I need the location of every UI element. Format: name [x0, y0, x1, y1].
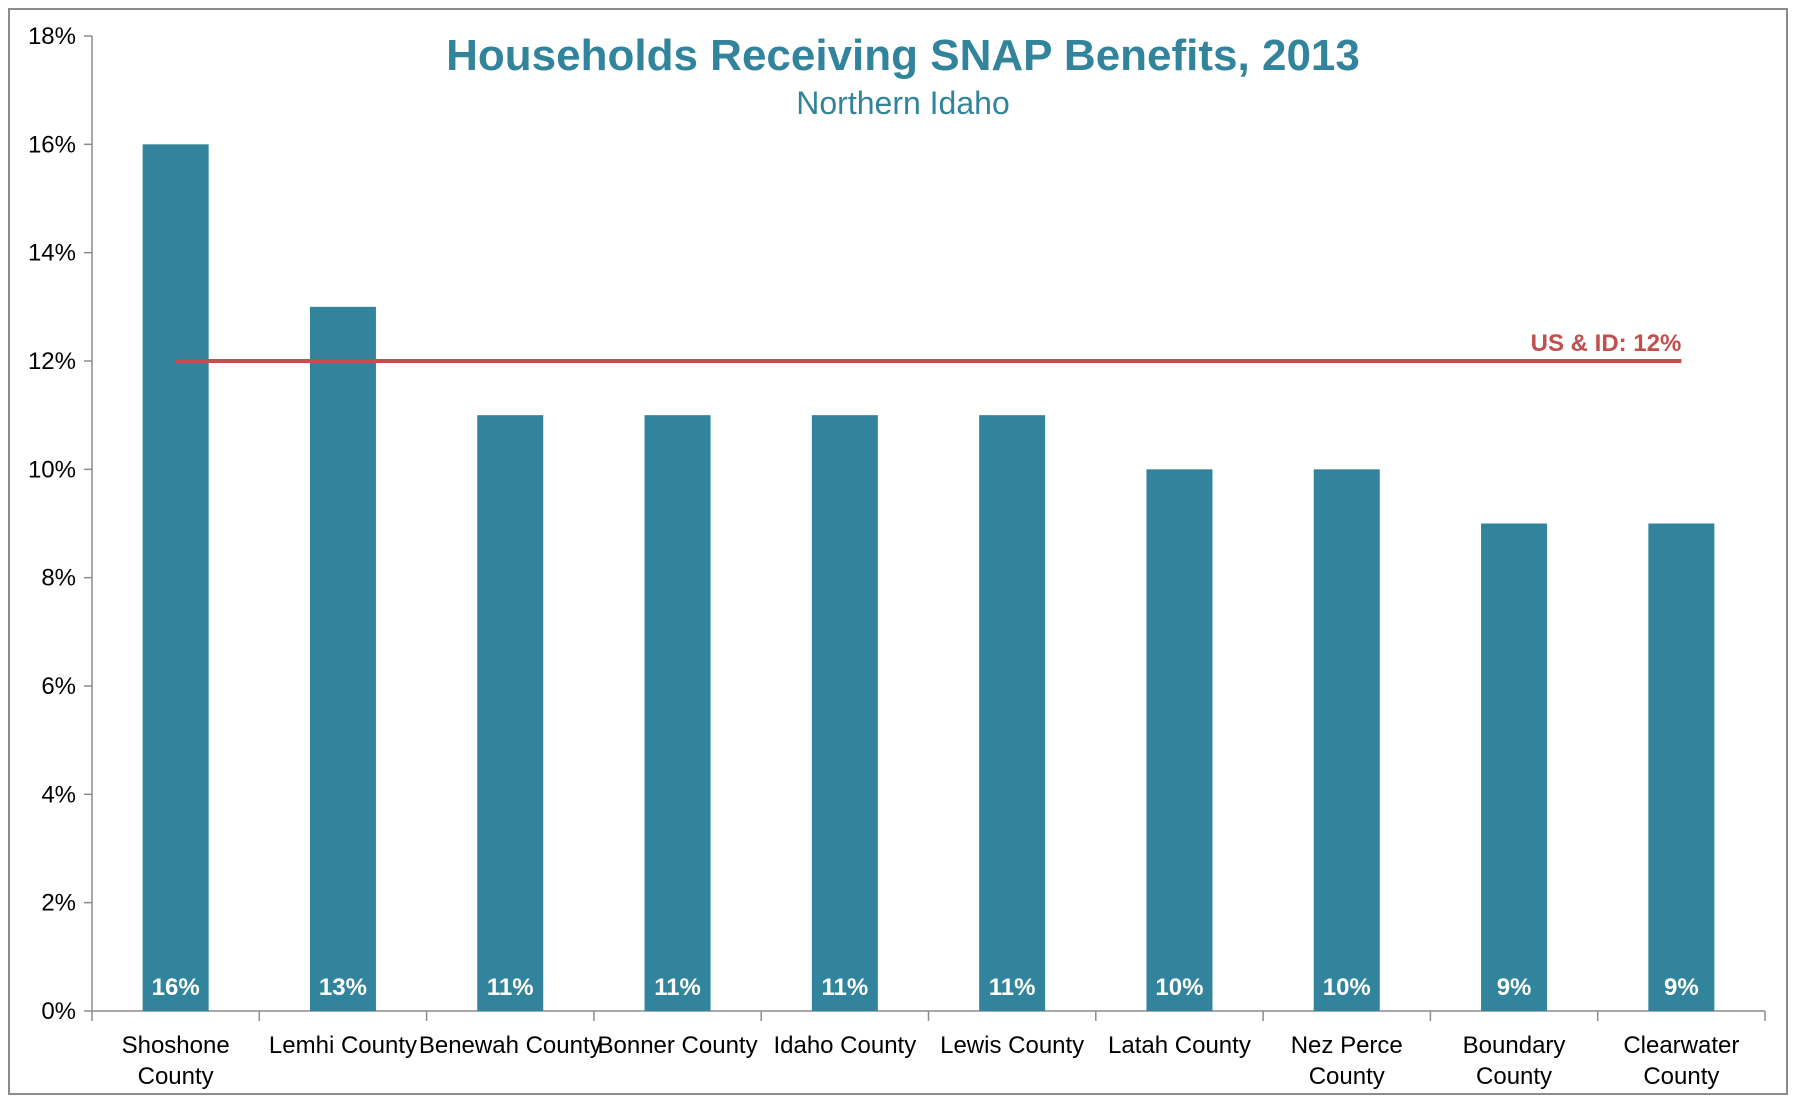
data-label: 11%	[821, 974, 868, 1001]
data-label: 10%	[1155, 974, 1203, 1001]
x-tick-label: Bonner County	[597, 1032, 757, 1059]
x-tick-label: County	[1476, 1063, 1552, 1090]
bar	[1648, 523, 1715, 1011]
data-label: 11%	[654, 974, 701, 1001]
data-label: 16%	[152, 974, 200, 1001]
x-tick-label: Idaho County	[773, 1032, 916, 1059]
bar	[644, 415, 711, 1012]
data-label: 10%	[1323, 974, 1371, 1001]
x-tick-label: County	[138, 1063, 214, 1090]
x-tick-label: Boundary	[1463, 1032, 1566, 1059]
bar	[1313, 469, 1380, 1011]
y-tick-label: 6%	[41, 673, 76, 700]
chart-subtitle: Northern Idaho	[796, 85, 1009, 121]
data-label: 11%	[487, 974, 534, 1001]
x-tick-label: Latah County	[1108, 1032, 1251, 1059]
data-label: 11%	[989, 974, 1036, 1001]
bar	[1481, 523, 1548, 1011]
reference-line-group: US & ID: 12%	[175, 330, 1682, 363]
y-tick-label: 16%	[28, 131, 76, 158]
x-tick-label: Lemhi County	[269, 1032, 417, 1059]
y-tick-label: 10%	[28, 456, 76, 483]
x-tick-label: Lewis County	[940, 1032, 1084, 1059]
bar	[477, 415, 544, 1012]
y-tick-label: 14%	[28, 240, 76, 267]
chart-title: Households Receiving SNAP Benefits, 2013	[446, 31, 1360, 80]
data-label: 9%	[1497, 974, 1532, 1001]
x-tick-label: Nez Perce	[1291, 1032, 1403, 1059]
y-tick-label: 12%	[28, 348, 76, 375]
y-tick-label: 18%	[28, 23, 76, 50]
x-tick-label: County	[1643, 1063, 1719, 1090]
bar	[142, 144, 209, 1012]
reference-line-label: US & ID: 12%	[1531, 330, 1682, 357]
bar	[309, 306, 376, 1011]
x-tick-label: Benewah County	[419, 1032, 602, 1059]
x-tick-label: Shoshone	[122, 1032, 230, 1059]
y-tick-label: 2%	[41, 890, 76, 917]
data-label: 13%	[319, 974, 367, 1001]
bar	[979, 415, 1046, 1012]
y-tick-label: 0%	[41, 998, 76, 1025]
bars: 16% Shoshone County 13% Lemhi County 11% Benew…	[122, 144, 1739, 1090]
x-tick-label: County	[1309, 1063, 1385, 1090]
bar	[811, 415, 878, 1012]
bar	[1146, 469, 1213, 1011]
x-tick-label: Clearwater	[1623, 1032, 1739, 1059]
y-tick-label: 4%	[41, 781, 76, 808]
y-tick-label: 8%	[41, 565, 76, 592]
data-label: 9%	[1664, 974, 1699, 1001]
